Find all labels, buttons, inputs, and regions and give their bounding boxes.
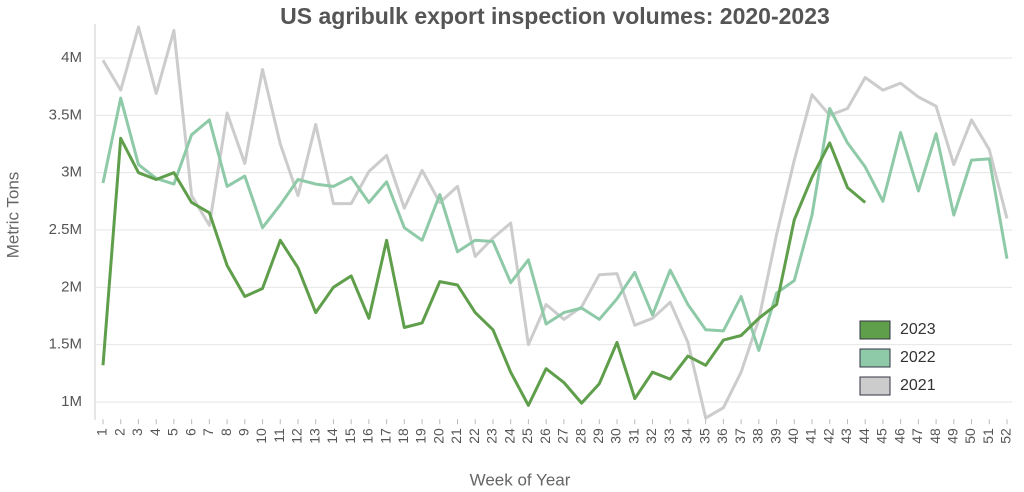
x-tick-label: 25 [519,428,535,444]
x-tick-label: 48 [927,428,943,444]
x-tick-label: 36 [714,428,730,444]
x-tick-label: 13 [306,428,322,444]
x-tick-label: 1 [94,428,110,436]
x-tick-label: 44 [856,428,872,444]
x-tick-label: 7 [200,428,216,436]
x-tick-label: 4 [147,428,163,436]
legend-label: 2021 [900,377,936,394]
x-tick-label: 50 [962,428,978,444]
x-tick-label: 41 [803,428,819,444]
x-tick-label: 43 [838,428,854,444]
x-tick-label: 18 [395,428,411,444]
x-tick-label: 3 [129,428,145,436]
y-tick-label: 4M [61,49,82,66]
y-tick-label: 2.5M [49,221,82,238]
x-tick-label: 49 [945,428,961,444]
x-tick-label: 8 [218,428,234,436]
x-tick-label: 31 [625,428,641,444]
x-tick-label: 20 [430,428,446,444]
y-tick-label: 1.5M [49,336,82,353]
x-tick-label: 27 [555,428,571,444]
x-tick-label: 30 [608,428,624,444]
x-tick-label: 35 [696,428,712,444]
series-line [101,25,1009,420]
x-tick-label: 11 [271,428,287,443]
x-tick-label: 52 [998,428,1014,444]
x-tick-label: 38 [750,428,766,444]
x-tick-label: 34 [679,428,695,444]
legend-swatch [859,376,891,396]
x-tick-label: 2 [111,428,127,436]
x-tick-label: 19 [413,428,429,444]
legend-swatch [859,348,891,368]
x-tick-label: 26 [537,428,553,444]
x-tick-label: 39 [767,428,783,444]
x-tick-label: 6 [182,428,198,436]
x-tick-label: 51 [980,428,996,444]
legend-swatch [859,320,891,340]
x-tick-label: 9 [236,428,252,436]
x-tick-label: 17 [377,428,393,444]
y-axis-label: Metric Tons [3,172,22,259]
x-tick-label: 33 [661,428,677,444]
x-tick-label: 10 [253,428,269,444]
x-tick-label: 42 [820,428,836,444]
legend-label: 2023 [900,321,936,338]
x-axis-label: Week of Year [470,470,571,489]
x-tick-label: 5 [165,428,181,436]
y-tick-label: 2M [61,278,82,295]
x-tick-label: 14 [324,428,340,444]
x-tick-label: 32 [643,428,659,444]
x-tick-label: 22 [466,428,482,444]
y-tick-label: 3.5M [49,106,82,123]
x-tick-label: 23 [484,428,500,444]
x-tick-label: 28 [572,428,588,444]
chart-title: US agribulk export inspection volumes: 2… [280,3,830,29]
x-tick-label: 24 [501,428,517,444]
x-tick-label: 21 [448,428,464,444]
legend-label: 2022 [900,349,936,366]
x-tick-label: 37 [732,428,748,444]
series-line [101,96,1009,352]
x-tick-label: 47 [909,428,925,444]
x-tick-label: 15 [342,428,358,444]
x-tick-label: 45 [874,428,890,444]
x-tick-label: 40 [785,428,801,444]
x-tick-label: 12 [289,428,305,444]
series-line [101,136,867,407]
x-tick-label: 16 [360,428,376,444]
y-tick-label: 3M [61,164,82,181]
x-tick-label: 29 [590,428,606,444]
x-tick-label: 46 [891,428,907,444]
y-tick-label: 1M [61,393,82,410]
